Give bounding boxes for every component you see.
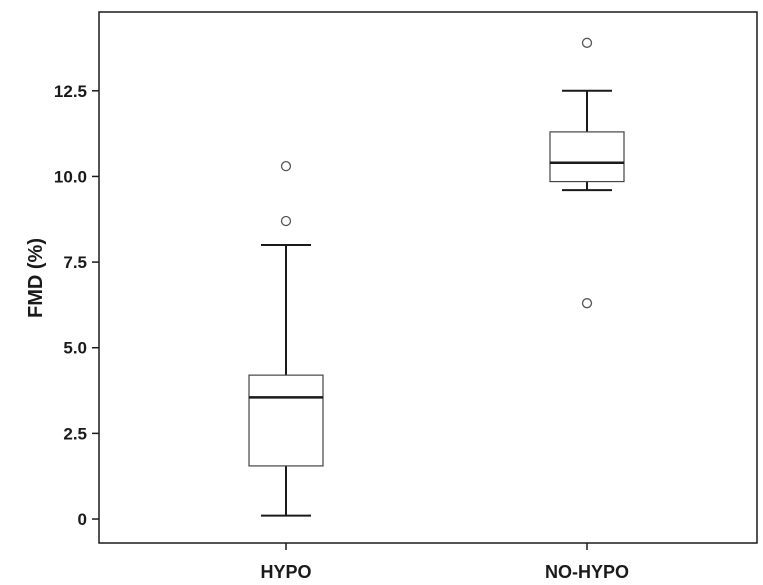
outlier-point (280, 161, 292, 172)
y-tick-label: 5.0 (63, 339, 87, 358)
y-axis: 0 2.5 5.0 7.5 10.0 12.5 (54, 82, 99, 529)
iqr-box (248, 374, 324, 467)
plot-frame (98, 11, 758, 544)
outlier-point (280, 215, 292, 227)
outlier-point (581, 37, 593, 48)
x-axis: HYPO NO-HYPO (260, 543, 629, 582)
y-tick-label: 0 (78, 510, 87, 529)
y-tick-label: 12.5 (54, 82, 87, 101)
y-axis-title: FMD (%) (25, 238, 47, 318)
box-group-no-hypo (549, 37, 625, 309)
y-tick-label: 2.5 (63, 424, 87, 443)
x-category-label: HYPO (260, 562, 311, 582)
outlier-point (581, 298, 593, 309)
iqr-box (549, 131, 625, 183)
boxes-layer (248, 37, 625, 517)
x-category-label: NO-HYPO (545, 562, 629, 582)
y-tick-label: 7.5 (63, 253, 87, 272)
box-group-hypo (248, 161, 324, 517)
y-tick-label: 10.0 (54, 167, 87, 186)
